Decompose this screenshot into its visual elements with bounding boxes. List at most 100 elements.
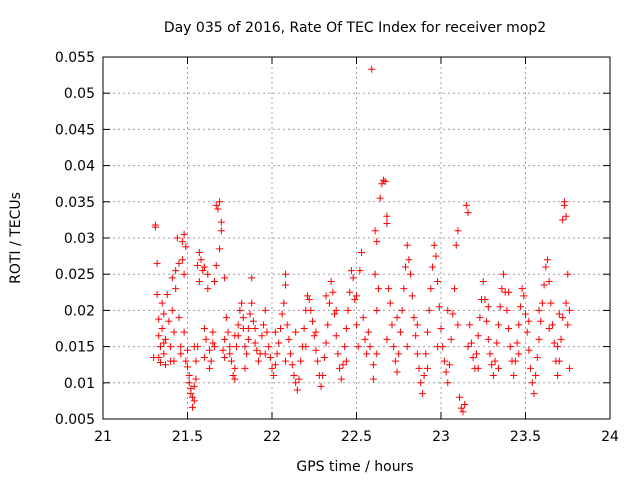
data-point xyxy=(283,321,291,329)
data-point xyxy=(474,364,482,372)
data-point xyxy=(407,270,415,278)
data-point xyxy=(314,357,322,365)
data-point xyxy=(533,353,541,361)
data-point xyxy=(374,285,382,293)
data-point xyxy=(444,379,452,387)
data-point xyxy=(270,372,278,380)
data-point xyxy=(241,343,249,351)
data-point xyxy=(549,321,557,329)
data-point xyxy=(180,270,188,278)
data-point xyxy=(251,325,259,332)
data-point xyxy=(221,353,229,361)
data-point xyxy=(155,332,163,340)
data-point xyxy=(550,339,558,347)
data-point xyxy=(402,263,410,271)
data-point xyxy=(388,321,396,329)
data-point xyxy=(349,274,357,282)
data-point xyxy=(356,267,364,275)
data-point xyxy=(199,267,207,275)
data-point xyxy=(454,227,462,235)
data-point xyxy=(243,350,251,358)
data-point xyxy=(189,403,197,411)
data-point xyxy=(249,317,257,325)
data-point xyxy=(423,328,431,336)
x-tick-label: 22 xyxy=(263,429,281,445)
data-point xyxy=(334,350,342,358)
axis-ticks: 0.005 0.01 0.015 0.02 0.025 0.03 0.035 0.04 0.04… xyxy=(55,50,619,445)
data-point xyxy=(535,335,543,343)
data-point xyxy=(241,364,249,372)
data-point xyxy=(396,328,404,336)
data-point xyxy=(160,310,168,318)
data-point xyxy=(217,218,225,226)
data-point xyxy=(173,234,181,242)
data-point xyxy=(395,350,403,358)
data-point xyxy=(292,379,300,387)
data-point xyxy=(554,372,562,380)
data-point xyxy=(403,241,411,249)
data-point xyxy=(263,328,271,336)
data-point xyxy=(373,350,381,358)
y-tick-label: 0.02 xyxy=(64,303,95,319)
y-tick-label: 0.015 xyxy=(55,340,95,356)
data-point xyxy=(287,350,295,358)
data-point xyxy=(447,335,455,343)
data-point xyxy=(168,274,176,282)
data-point xyxy=(506,343,514,351)
data-point xyxy=(547,299,555,307)
data-point xyxy=(233,343,241,351)
data-point xyxy=(494,321,502,329)
data-point xyxy=(420,372,428,380)
data-point xyxy=(202,335,210,343)
data-point xyxy=(158,299,166,307)
data-point xyxy=(565,306,573,314)
data-point xyxy=(528,379,536,387)
data-point xyxy=(489,372,497,380)
data-point xyxy=(525,346,533,354)
data-point xyxy=(543,256,551,264)
data-point xyxy=(211,277,219,285)
data-point xyxy=(452,241,460,249)
x-tick-label: 23 xyxy=(432,429,450,445)
data-point xyxy=(244,325,252,332)
data-point xyxy=(226,350,234,358)
data-point xyxy=(557,335,565,343)
data-point xyxy=(405,256,413,264)
data-point xyxy=(418,390,426,398)
data-point xyxy=(486,350,494,358)
data-point xyxy=(192,375,200,383)
data-point xyxy=(236,306,244,314)
x-tick-label: 23.5 xyxy=(510,429,541,445)
data-point xyxy=(484,335,492,343)
data-point xyxy=(231,364,239,372)
data-point xyxy=(276,325,284,332)
data-point xyxy=(205,346,213,354)
y-tick-label: 0.01 xyxy=(64,376,95,392)
data-point xyxy=(317,382,325,390)
data-point xyxy=(525,317,533,325)
data-point xyxy=(555,357,563,365)
data-point xyxy=(565,364,573,372)
data-point xyxy=(456,393,464,401)
data-point xyxy=(496,303,504,311)
data-point xyxy=(309,317,317,325)
data-point xyxy=(383,212,391,220)
data-point xyxy=(194,262,202,270)
data-point xyxy=(481,296,489,304)
data-point xyxy=(156,343,164,351)
data-point xyxy=(190,343,198,351)
data-point xyxy=(513,339,521,347)
data-point xyxy=(371,227,379,235)
data-point xyxy=(472,350,480,358)
data-point xyxy=(248,274,256,282)
data-point xyxy=(216,198,224,206)
data-point xyxy=(216,245,224,253)
data-point xyxy=(319,372,327,380)
data-point xyxy=(515,321,523,329)
data-point xyxy=(221,274,229,282)
data-point xyxy=(209,339,217,347)
data-point xyxy=(261,350,269,358)
data-point xyxy=(518,285,526,293)
data-point xyxy=(461,401,469,409)
data-point xyxy=(530,390,538,398)
